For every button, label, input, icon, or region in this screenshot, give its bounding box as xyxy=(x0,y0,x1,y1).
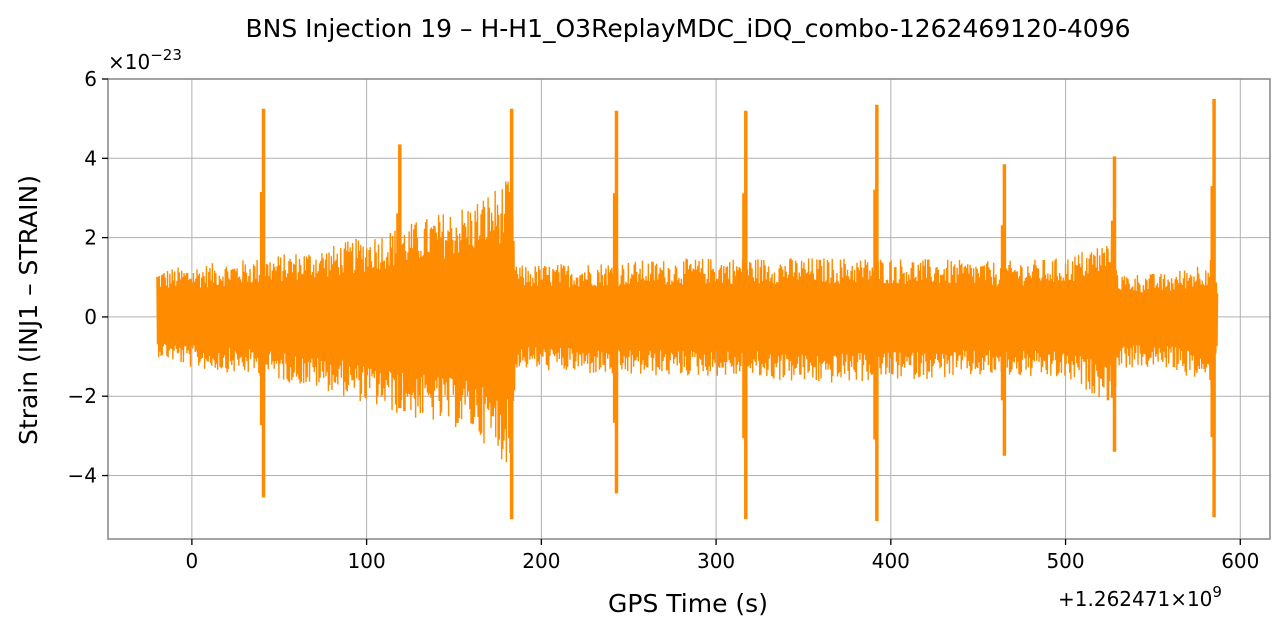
y-axis-label: Strain (INJ1 – STRAIN) xyxy=(14,175,43,445)
y-tick-label: 6 xyxy=(84,67,97,91)
x-offset-label: +1.262471×109 xyxy=(1058,583,1222,611)
x-tick-label: 400 xyxy=(872,549,910,573)
x-tick-label: 200 xyxy=(522,549,560,573)
y-scale-multiplier: ×10−23 xyxy=(108,46,182,74)
series-layer xyxy=(156,98,1219,522)
x-ticks: 0 100 200 300 400 500 600 xyxy=(186,539,1259,573)
y-tick-label: 0 xyxy=(84,305,97,329)
plot-frame xyxy=(107,78,1271,540)
y-tick-label: 4 xyxy=(84,146,97,170)
x-tick-label: 600 xyxy=(1221,549,1259,573)
y-tick-label: 2 xyxy=(84,226,97,250)
x-tick-label: 100 xyxy=(348,549,386,573)
strain-series-core xyxy=(156,293,1218,341)
x-tick-label: 0 xyxy=(186,549,199,573)
y-tick-label: −2 xyxy=(68,384,97,408)
chart-title: BNS Injection 19 – H-H1_O3ReplayMDC_iDQ_… xyxy=(245,14,1130,43)
y-tick-label: −4 xyxy=(68,464,97,488)
strain-series-line xyxy=(156,181,1219,463)
x-axis-label: GPS Time (s) xyxy=(608,589,768,618)
y-ticks: −4 −2 0 2 4 6 xyxy=(68,67,108,488)
x-tick-label: 500 xyxy=(1046,549,1084,573)
x-tick-label: 300 xyxy=(697,549,735,573)
